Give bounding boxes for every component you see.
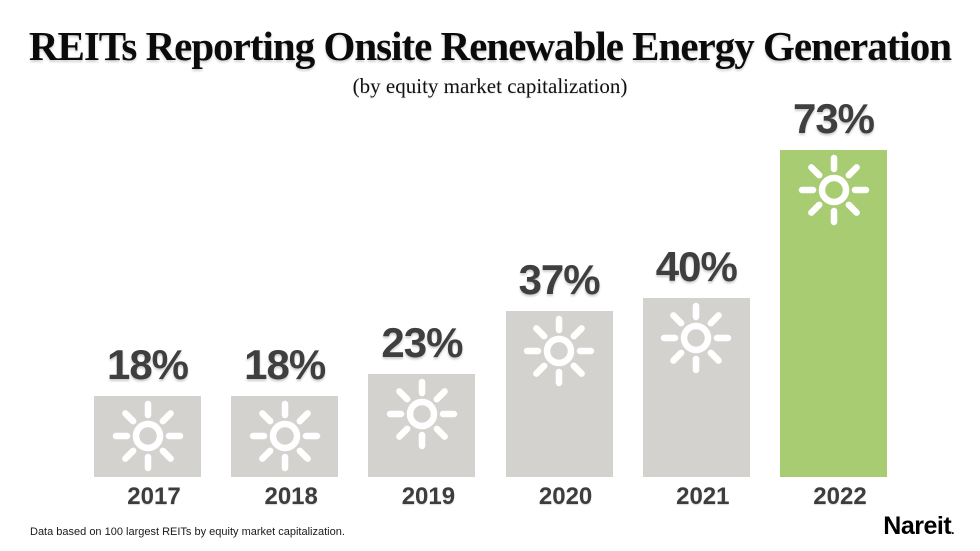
sun-icon <box>386 378 458 450</box>
value-label-2017: 18% <box>106 341 189 388</box>
value-label-2022: 73% <box>792 95 875 142</box>
year-label-2021: 2021 <box>676 483 730 510</box>
value-label-2019: 23% <box>381 319 463 366</box>
year-label-2017: 2017 <box>127 483 181 510</box>
nareit-logo: Nareit. <box>883 512 954 541</box>
bar-2017: 2017 <box>94 396 201 510</box>
year-label-2022: 2022 <box>813 483 867 510</box>
footnote: Data based on 100 largest REITs by equit… <box>30 526 345 538</box>
bar-2021: 2021 <box>642 298 750 510</box>
bar-2019: 2019 <box>368 374 476 510</box>
sun-icon <box>249 400 320 472</box>
nareit-logo-text: Nareit <box>883 512 952 540</box>
value-label-2021: 40% <box>655 243 738 290</box>
bar-column-2017: 18% 2017 <box>94 341 201 510</box>
value-label-2018: 18% <box>244 341 326 388</box>
sun-icon <box>798 154 869 226</box>
bar-column-2021: 40% 2021 <box>642 243 750 510</box>
year-label-2020: 2020 <box>538 483 593 510</box>
bar-column-2020: 37% 2020 <box>505 256 613 510</box>
chart-subtitle: (by equity market capitalization) <box>352 74 628 98</box>
chart-title: REITs Reporting Onsite Renewable Energy … <box>28 23 952 69</box>
bar-2020: 2020 <box>505 311 613 510</box>
bar-2022: 2022 <box>780 150 887 510</box>
bar-column-2022: 73% 2022 <box>780 95 887 510</box>
sun-icon <box>661 302 732 374</box>
bar-2018: 2018 <box>231 396 339 510</box>
year-label-2018: 2018 <box>264 483 318 510</box>
sun-icon <box>523 315 595 387</box>
nareit-logo-mark: . <box>951 523 954 537</box>
year-label-2019: 2019 <box>401 483 456 510</box>
bar-column-2019: 23% 2019 <box>368 319 476 510</box>
bar-column-2018: 18% 2018 <box>231 341 339 510</box>
sun-icon <box>112 400 183 472</box>
value-label-2020: 37% <box>518 256 601 303</box>
